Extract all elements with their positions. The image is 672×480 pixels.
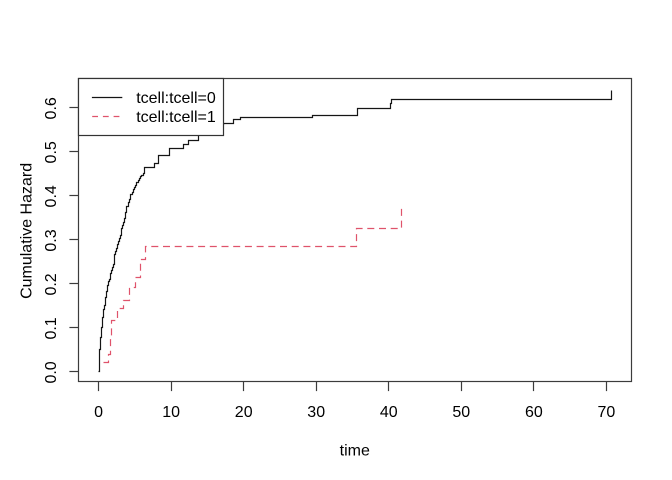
svg-text:0.2: 0.2 — [43, 273, 60, 295]
svg-text:20: 20 — [235, 404, 253, 421]
svg-text:70: 70 — [598, 404, 616, 421]
svg-text:50: 50 — [452, 404, 470, 421]
svg-text:tcell:tcell=1: tcell:tcell=1 — [136, 109, 216, 126]
svg-text:Cumulative Hazard: Cumulative Hazard — [19, 163, 36, 299]
svg-text:0.5: 0.5 — [43, 141, 60, 163]
svg-text:60: 60 — [525, 404, 543, 421]
svg-text:0.0: 0.0 — [43, 361, 60, 383]
svg-text:0.1: 0.1 — [43, 317, 60, 339]
svg-text:10: 10 — [162, 404, 180, 421]
svg-text:0.6: 0.6 — [43, 97, 60, 119]
svg-text:30: 30 — [307, 404, 325, 421]
svg-text:0.3: 0.3 — [43, 229, 60, 251]
svg-text:40: 40 — [380, 404, 398, 421]
svg-text:0: 0 — [94, 404, 103, 421]
svg-text:tcell:tcell=0: tcell:tcell=0 — [136, 90, 216, 107]
svg-text:time: time — [340, 443, 370, 460]
svg-text:0.4: 0.4 — [43, 185, 60, 207]
